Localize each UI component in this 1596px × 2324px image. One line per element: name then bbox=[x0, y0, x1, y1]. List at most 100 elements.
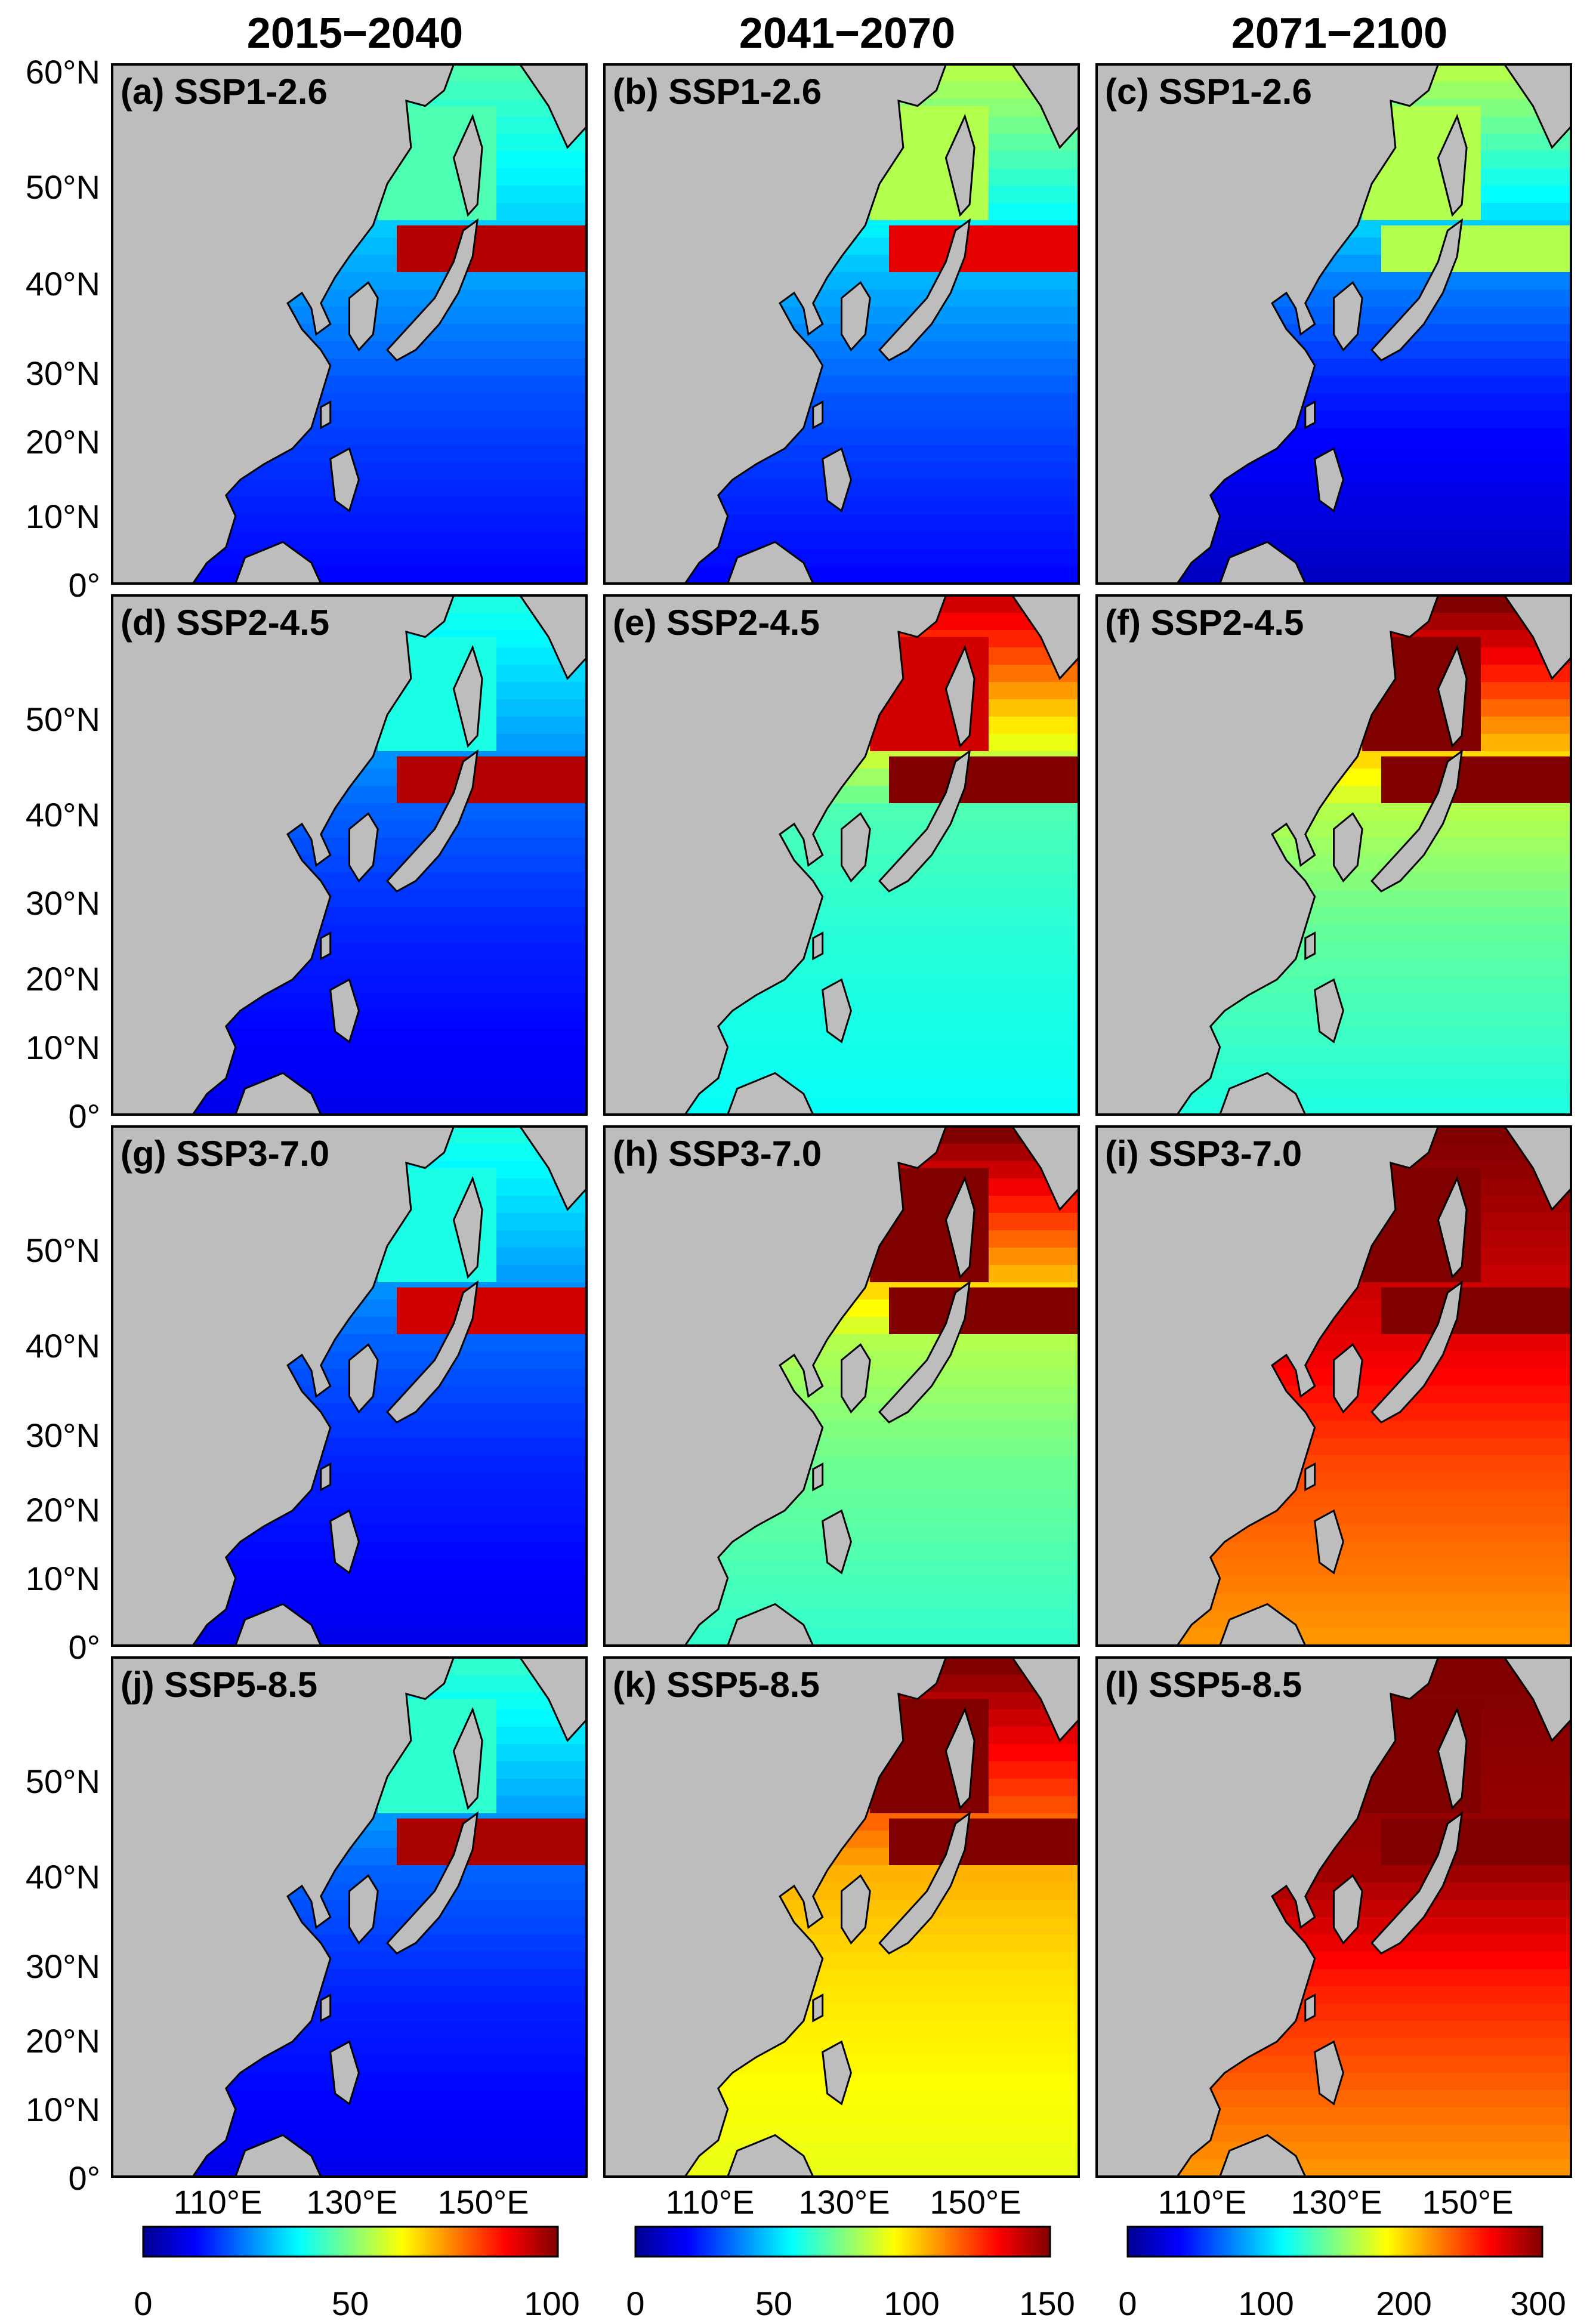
land-shape bbox=[320, 931, 332, 961]
field-layer bbox=[604, 1126, 1079, 1646]
panel-frame bbox=[603, 594, 1080, 1116]
field-band bbox=[1381, 1818, 1571, 1865]
lat-axis-row-2: 50°N 40°N 30°N 20°N 10°N 0° bbox=[26, 700, 100, 1135]
land-shape bbox=[1097, 64, 1439, 584]
lat-tick-label: 0° bbox=[68, 2159, 100, 2197]
land-shape bbox=[348, 281, 379, 351]
lat-tick-label: 50°N bbox=[26, 1232, 100, 1269]
lat-tick-label: 10°N bbox=[26, 1560, 100, 1597]
lon-tick-label: 150°E bbox=[437, 2183, 529, 2221]
land-shape bbox=[1370, 1280, 1464, 1424]
lat-tick-label: 60°N bbox=[26, 53, 100, 91]
lat-tick-label: 40°N bbox=[26, 1858, 100, 1896]
land-shape bbox=[320, 1993, 332, 2023]
land-shape bbox=[841, 1874, 871, 1945]
land-shape bbox=[386, 218, 479, 362]
land-shape bbox=[234, 1072, 322, 1115]
panel-label: (i) SSP3-7.0 bbox=[1105, 1134, 1302, 1174]
land-shape bbox=[386, 1280, 479, 1424]
lon-tick-label: 150°E bbox=[930, 2183, 1021, 2221]
land-shape bbox=[1370, 218, 1464, 362]
land-shape bbox=[518, 1658, 586, 1742]
land-shape bbox=[604, 1658, 947, 2177]
field-layer bbox=[112, 595, 586, 1115]
colorbar-tick-label: 100 bbox=[524, 2285, 579, 2322]
map-panel: (h) SSP3-7.0 bbox=[603, 1125, 1080, 1647]
land-shape bbox=[1011, 595, 1079, 680]
land-shape bbox=[518, 595, 586, 680]
colorbar-tick-label: 0 bbox=[134, 2285, 152, 2322]
land-shape bbox=[822, 1509, 852, 1575]
lat-tick-label: 40°N bbox=[26, 1327, 100, 1365]
land-shape bbox=[1314, 978, 1344, 1044]
colorbar-gradient bbox=[142, 2226, 559, 2258]
lat-tick-label: 20°N bbox=[26, 2022, 100, 2060]
land-shape bbox=[1219, 2134, 1307, 2177]
lat-tick-label: 40°N bbox=[26, 265, 100, 303]
land-shape bbox=[1097, 1658, 1439, 2177]
land-shape bbox=[878, 1280, 971, 1424]
lat-tick-label: 50°N bbox=[26, 1763, 100, 1800]
colorbar-tick-label: 150 bbox=[1019, 2285, 1075, 2322]
land-shape bbox=[1503, 595, 1571, 680]
lat-tick-label: 0° bbox=[68, 566, 100, 604]
land-shape bbox=[320, 400, 332, 430]
land-shape bbox=[348, 812, 379, 882]
panel-frame bbox=[1095, 1656, 1572, 2178]
field-layer bbox=[112, 1126, 586, 1646]
column-title-1: 2015−2040 bbox=[247, 10, 463, 57]
colorbar-2: 0 50 100 150 bbox=[626, 2226, 1075, 2322]
land-shape bbox=[822, 2040, 852, 2106]
colorbar-tick-label: 0 bbox=[1118, 2285, 1137, 2322]
land-shape bbox=[112, 1658, 455, 2177]
land-shape bbox=[1437, 1175, 1468, 1279]
land-shape bbox=[329, 978, 360, 1044]
land-shape bbox=[348, 1343, 379, 1413]
panel-frame bbox=[603, 1125, 1080, 1647]
panel-label: (a) SSP1-2.6 bbox=[121, 72, 328, 112]
lat-tick-label: 0° bbox=[68, 1628, 100, 1666]
panel-frame bbox=[111, 63, 588, 585]
land-shape bbox=[234, 2134, 322, 2177]
land-shape bbox=[452, 1175, 483, 1279]
land-shape bbox=[1437, 113, 1468, 217]
panel-label: (h) SSP3-7.0 bbox=[613, 1134, 822, 1174]
land-shape bbox=[812, 400, 824, 430]
field-band bbox=[397, 1818, 586, 1865]
panel-frame bbox=[111, 1656, 588, 2178]
land-shape bbox=[604, 64, 947, 584]
lat-tick-label: 40°N bbox=[26, 796, 100, 834]
lon-tick-label: 110°E bbox=[173, 2183, 262, 2221]
land-shape bbox=[1503, 64, 1571, 149]
lat-tick-label: 20°N bbox=[26, 423, 100, 461]
land-shape bbox=[1437, 1706, 1468, 1810]
colorbar-gradient bbox=[1126, 2226, 1543, 2258]
land-shape bbox=[604, 595, 947, 1115]
field-layer bbox=[1097, 1126, 1571, 1646]
map-panel: (g) SSP3-7.0 bbox=[111, 1125, 588, 1647]
land-shape bbox=[841, 812, 871, 882]
land-shape bbox=[452, 1706, 483, 1810]
land-shape bbox=[452, 113, 483, 217]
map-panel: (f) SSP2-4.5 bbox=[1095, 594, 1572, 1116]
land-shape bbox=[727, 1072, 814, 1115]
land-shape bbox=[812, 1993, 824, 2023]
lat-tick-label: 30°N bbox=[26, 884, 100, 922]
lon-tick-label: 150°E bbox=[1422, 2183, 1513, 2221]
map-panel: (k) SSP5-8.5 bbox=[603, 1656, 1080, 2178]
land-shape bbox=[1219, 1603, 1307, 1646]
lat-axis-row-3: 50°N 40°N 30°N 20°N 10°N 0° bbox=[26, 1232, 100, 1666]
land-shape bbox=[1333, 1343, 1363, 1413]
field-band bbox=[889, 1818, 1079, 1865]
lon-tick-label: 130°E bbox=[798, 2183, 890, 2221]
land-shape bbox=[329, 1509, 360, 1575]
map-panels: (a) SSP1-2.6 (b) SSP1-2.6 (c) SSP1-2.6 (d) … bbox=[111, 63, 1572, 2178]
land-shape bbox=[944, 1175, 975, 1279]
panel-frame bbox=[603, 63, 1080, 585]
field-layer bbox=[112, 64, 586, 584]
land-shape bbox=[1011, 64, 1079, 149]
lon-tick-label: 110°E bbox=[1157, 2183, 1246, 2221]
panel-frame bbox=[603, 1656, 1080, 2178]
land-shape bbox=[727, 2134, 814, 2177]
panel-frame bbox=[1095, 1125, 1572, 1647]
